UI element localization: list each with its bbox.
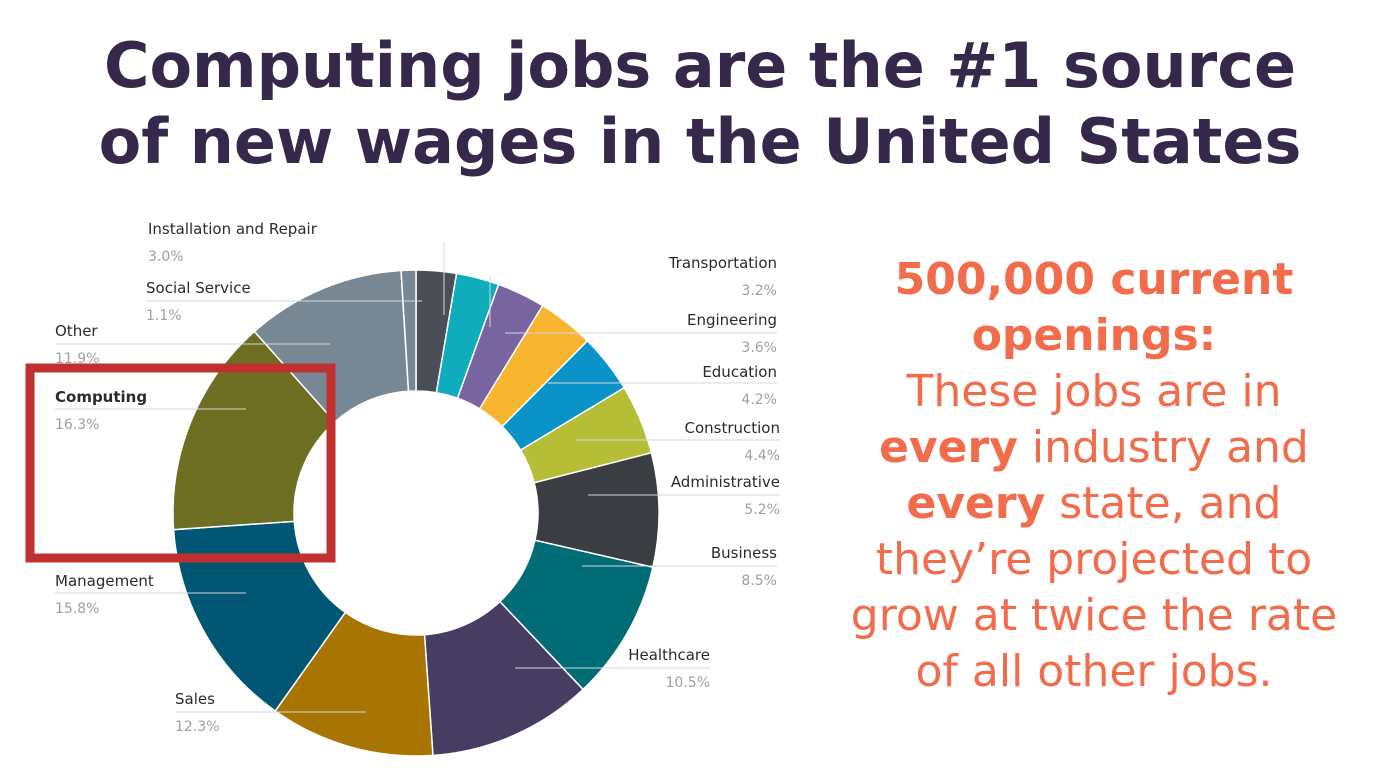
label-healthcare: Healthcare bbox=[628, 646, 710, 664]
donut-chart: Installation and Repair 3.0% Transportatio… bbox=[25, 220, 780, 757]
value-label-social-service: 1.1% bbox=[146, 308, 182, 324]
callout-emphasis-1: every bbox=[879, 422, 1018, 473]
callout-headline: 500,000 current openings: bbox=[820, 252, 1368, 364]
label-education: Education bbox=[702, 363, 777, 381]
title-line-2: of new wages in the United States bbox=[98, 105, 1302, 178]
title-line-1: Computing jobs are the #1 source bbox=[103, 29, 1297, 102]
computing-highlight-box bbox=[25, 363, 336, 563]
slice-social-service bbox=[400, 269, 417, 393]
label-other: Other bbox=[55, 322, 98, 340]
callout-text: 500,000 current openings: These jobs are… bbox=[820, 252, 1368, 700]
callout-emphasis-2: every bbox=[906, 478, 1046, 529]
callout-line-2: industry and bbox=[1017, 422, 1309, 473]
callout-line-5: grow at twice the rate bbox=[850, 590, 1338, 641]
value-label-transportation: 3.2% bbox=[741, 283, 777, 299]
value-label-education: 4.2% bbox=[741, 392, 777, 408]
value-label-management: 15.8% bbox=[55, 601, 99, 617]
value-label-other: 11.9% bbox=[55, 351, 99, 367]
slice-management bbox=[172, 520, 347, 713]
label-engineering: Engineering bbox=[687, 311, 777, 329]
callout-body: These jobs are in every industry and eve… bbox=[820, 364, 1368, 700]
callout-line-3: state, and bbox=[1045, 478, 1282, 529]
value-label-administrative: 5.2% bbox=[744, 502, 780, 518]
label-transportation: Transportation bbox=[668, 254, 777, 272]
value-label-engineering: 3.6% bbox=[741, 340, 777, 356]
label-social-service: Social Service bbox=[146, 279, 251, 297]
callout-line-4: they’re projected to bbox=[875, 534, 1313, 585]
value-label-computing: 16.3% bbox=[55, 417, 99, 433]
label-sales: Sales bbox=[175, 690, 215, 708]
value-label-installation-and-repair: 3.0% bbox=[148, 249, 184, 265]
chart-labels: Installation and Repair 3.0% Transportatio… bbox=[55, 220, 780, 735]
label-management: Management bbox=[55, 572, 154, 590]
label-business: Business bbox=[711, 544, 777, 562]
callout-headline-line-2: openings: bbox=[971, 310, 1217, 361]
label-computing: Computing bbox=[55, 388, 147, 406]
chart-slices bbox=[172, 269, 660, 757]
value-label-sales: 12.3% bbox=[175, 719, 219, 735]
value-label-construction: 4.4% bbox=[744, 448, 780, 464]
value-label-business: 8.5% bbox=[741, 573, 777, 589]
slice-computing bbox=[172, 330, 336, 531]
slide-title: Computing jobs are the #1 source of new … bbox=[0, 28, 1400, 180]
callout-line-6: of all other jobs. bbox=[915, 646, 1273, 697]
label-installation-and-repair: Installation and Repair bbox=[148, 220, 318, 238]
label-construction: Construction bbox=[684, 419, 780, 437]
value-label-healthcare: 10.5% bbox=[666, 675, 710, 691]
callout-line-1: These jobs are in bbox=[906, 366, 1282, 417]
chart-leader-lines bbox=[55, 242, 780, 713]
label-administrative: Administrative bbox=[671, 473, 780, 491]
callout-headline-line-1: 500,000 current bbox=[894, 254, 1294, 305]
